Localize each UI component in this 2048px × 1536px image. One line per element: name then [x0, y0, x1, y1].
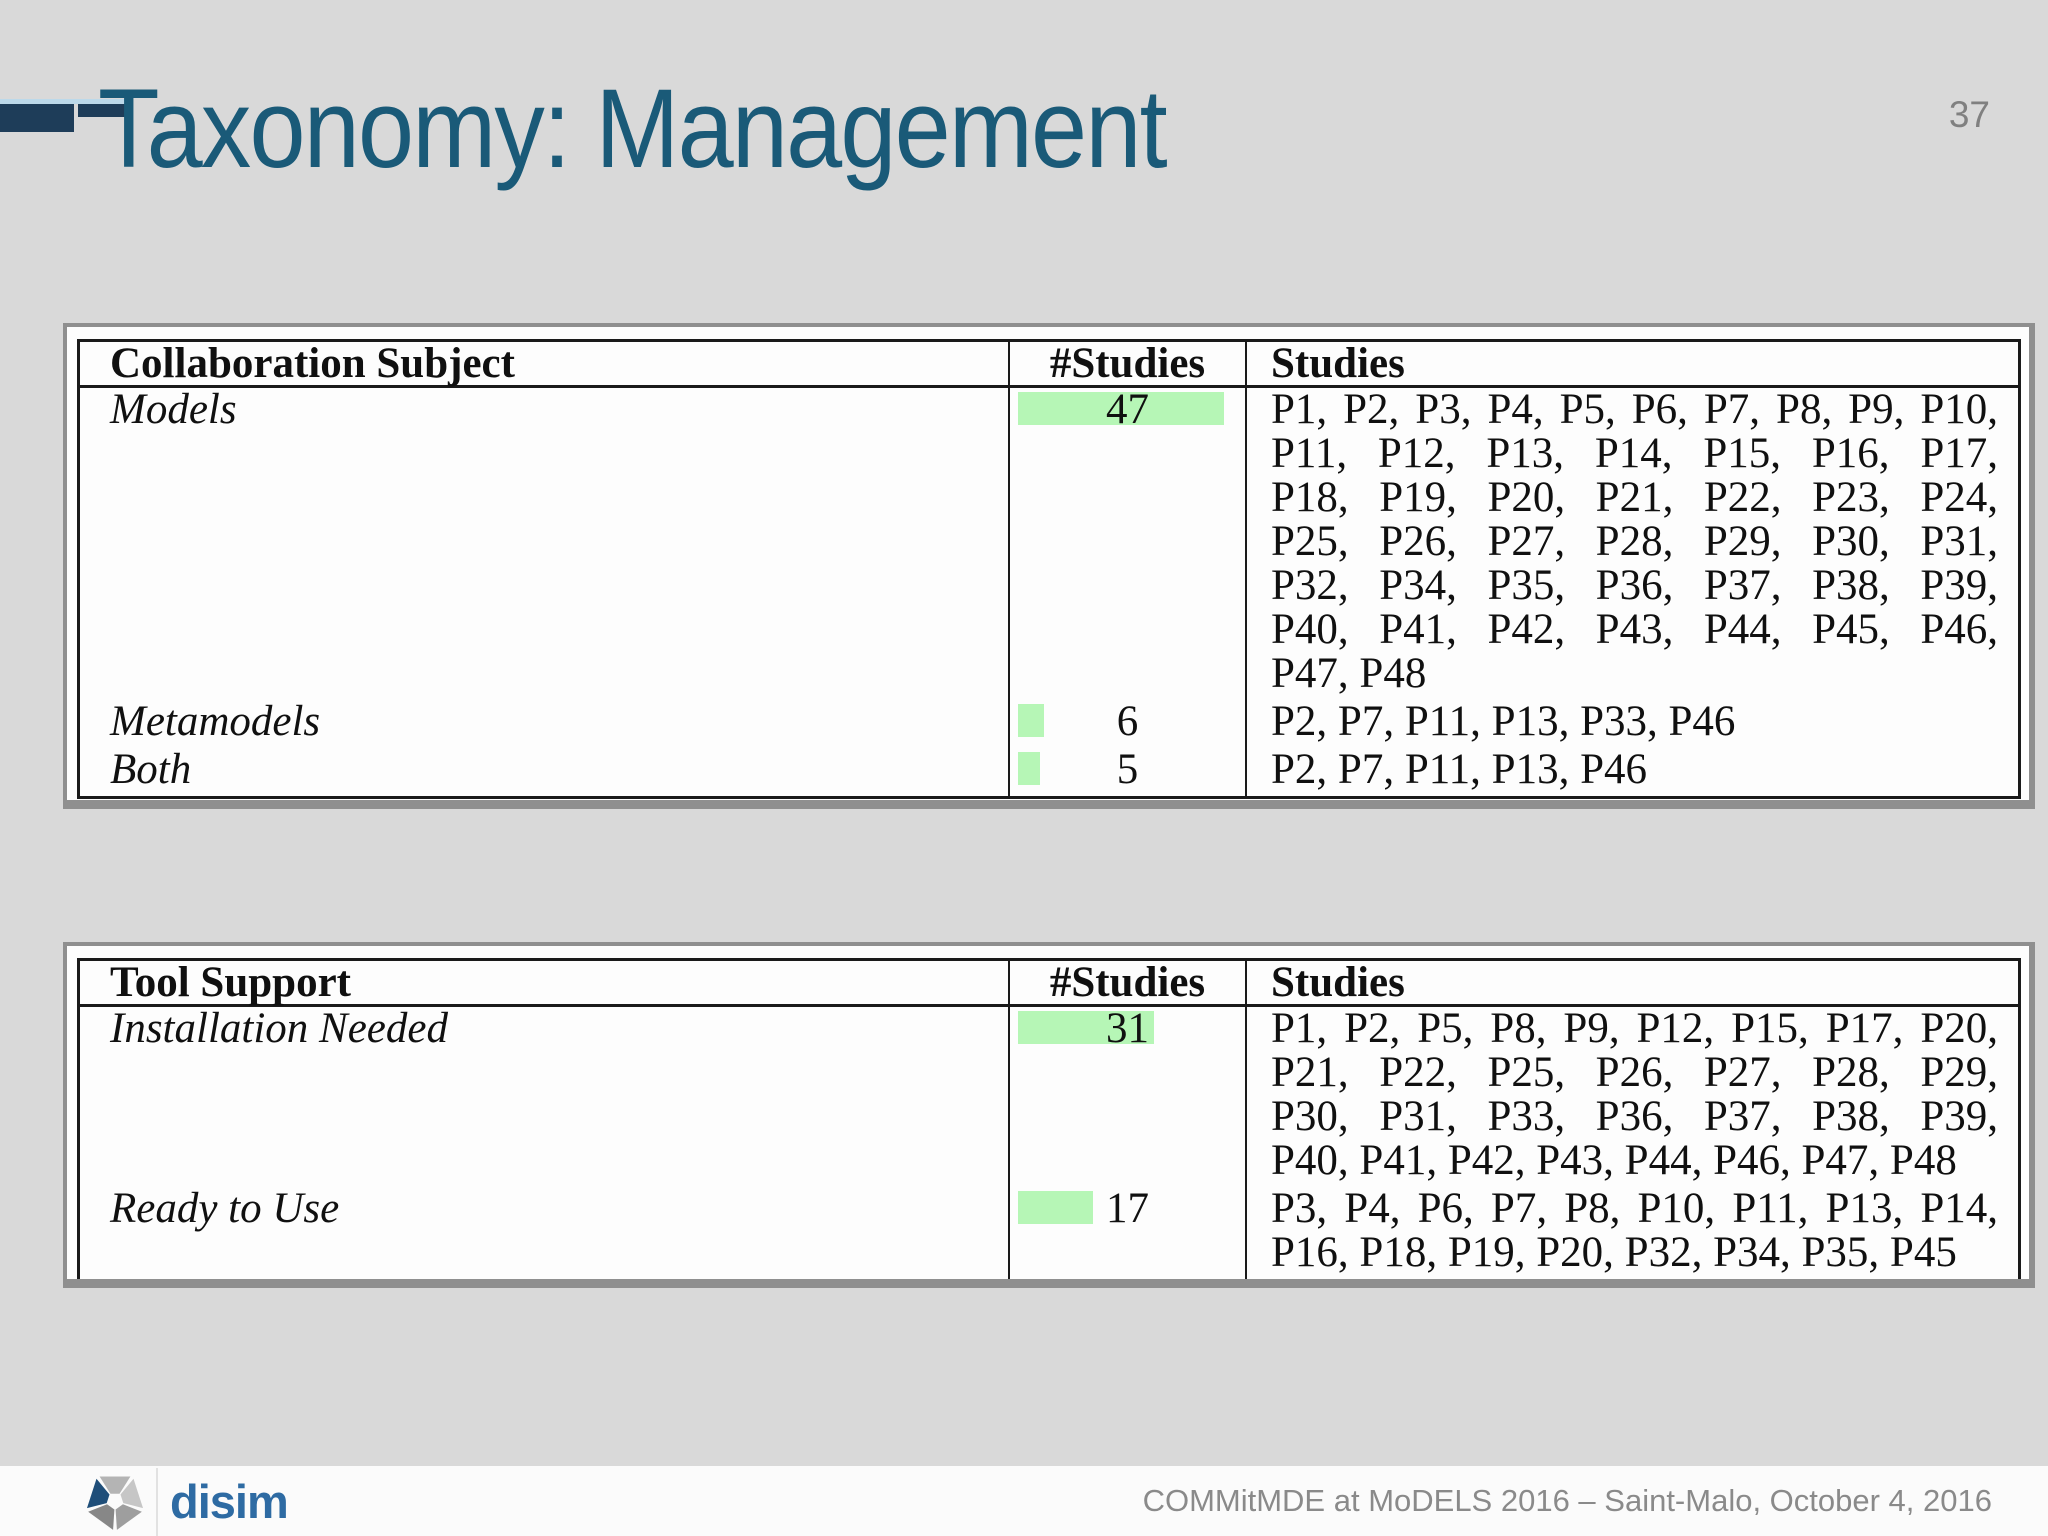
studies-line: P2, P7, P11, P13, P46	[1271, 746, 1647, 793]
count-highlight-bar	[1018, 704, 1044, 737]
studies-list: P3, P4, P6, P7, P8, P10, P11, P13, P14, P…	[1245, 1187, 2018, 1279]
studies-count-cell: 6	[1008, 700, 1245, 748]
conference-footer-text: COMMitMDE at MoDELS 2016 – Saint-Malo, O…	[1142, 1483, 1992, 1518]
studies-line: P32, P34, P35, P36, P37, P38, P39,	[1271, 562, 1998, 609]
studies-count: 17	[1106, 1185, 1149, 1232]
tool-support-panel: Tool Support #Studies Studies Installation …	[63, 942, 2035, 1288]
studies-line: P25, P26, P27, P28, P29, P30, P31,	[1271, 518, 1998, 565]
studies-line: P21, P22, P25, P26, P27, P28, P29,	[1271, 1049, 1998, 1096]
studies-line: P1, P2, P5, P8, P9, P12, P15, P17, P20,	[1271, 1005, 1998, 1052]
disim-pinwheel-icon	[86, 1476, 144, 1530]
studies-list: P2, P7, P11, P13, P33, P46	[1245, 700, 2018, 748]
count-highlight-bar	[1018, 752, 1040, 785]
studies-count: 6	[1116, 698, 1139, 745]
studies-list: P2, P7, P11, P13, P46	[1245, 748, 2018, 796]
studies-line: P40, P41, P42, P43, P44, P45, P46,	[1271, 606, 1998, 653]
footer-divider	[156, 1468, 158, 1536]
studies-line: P16, P18, P19, P20, P32, P34, P35, P45	[1271, 1229, 1957, 1276]
count-highlight-bar	[1018, 392, 1224, 425]
table-header-count: #Studies	[1008, 342, 1245, 388]
table-header-category: Tool Support	[80, 961, 1008, 1007]
page-title: Taxonomy: Management	[98, 66, 1168, 191]
tool-support-table: Tool Support #Studies Studies Installation …	[77, 958, 2021, 1279]
studies-count-cell: 31	[1008, 1007, 1245, 1187]
row-label: Models	[110, 386, 237, 433]
table-header-category: Collaboration Subject	[80, 342, 1008, 388]
studies-count: 47	[1106, 386, 1149, 433]
studies-count-cell: 47	[1008, 388, 1245, 700]
studies-list: P1, P2, P3, P4, P5, P6, P7, P8, P9, P10,…	[1245, 388, 2018, 700]
accent-line	[0, 99, 127, 104]
count-highlight-bar	[1018, 1011, 1154, 1044]
count-highlight-bar	[1018, 1191, 1093, 1224]
title-dash	[0, 104, 74, 132]
studies-line: P2, P7, P11, P13, P33, P46	[1271, 698, 1736, 745]
row-label: Metamodels	[110, 698, 321, 745]
collaboration-subject-table: Collaboration Subject #Studies Studies Mode…	[77, 339, 2021, 799]
slide-number: 37	[1948, 94, 1990, 135]
table-header-studies: Studies	[1245, 961, 2018, 1007]
studies-line: P30, P31, P33, P36, P37, P38, P39,	[1271, 1093, 1998, 1140]
studies-list: P1, P2, P5, P8, P9, P12, P15, P17, P20, P…	[1245, 1007, 2018, 1187]
title-dash-cap	[78, 104, 126, 117]
studies-line: P40, P41, P42, P43, P44, P46, P47, P48	[1271, 1137, 1957, 1184]
table-header-studies: Studies	[1245, 342, 2018, 388]
table-header-count: #Studies	[1008, 961, 1245, 1007]
disim-logo-text: disim	[170, 1475, 289, 1528]
row-label: Ready to Use	[110, 1185, 340, 1232]
collaboration-subject-panel: Collaboration Subject #Studies Studies Mode…	[63, 323, 2035, 809]
row-label: Installation Needed	[110, 1005, 448, 1052]
studies-line: P1, P2, P3, P4, P5, P6, P7, P8, P9, P10,	[1271, 386, 1998, 433]
row-label: Both	[110, 746, 192, 793]
studies-line: P47, P48	[1271, 650, 1427, 697]
studies-line: P11, P12, P13, P14, P15, P16, P17,	[1271, 430, 1998, 477]
studies-line: P18, P19, P20, P21, P22, P23, P24,	[1271, 474, 1998, 521]
footer-bar: disim COMMitMDE at MoDELS 2016 – Saint-M…	[0, 1466, 2048, 1536]
studies-count-cell: 5	[1008, 748, 1245, 796]
studies-count: 31	[1106, 1005, 1149, 1052]
studies-count-cell: 17	[1008, 1187, 1245, 1279]
studies-line: P3, P4, P6, P7, P8, P10, P11, P13, P14,	[1271, 1185, 1998, 1232]
studies-count: 5	[1116, 746, 1139, 793]
